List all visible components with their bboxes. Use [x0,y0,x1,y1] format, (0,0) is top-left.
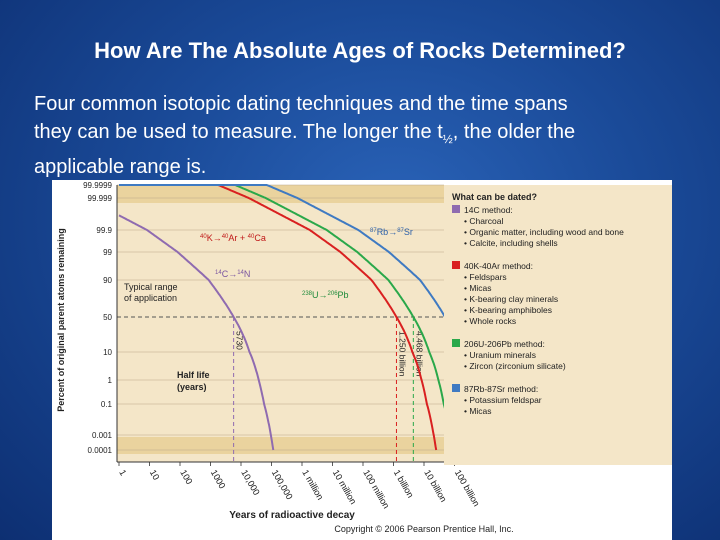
legend-item-0-1: • Organic matter, including wood and bon… [464,227,624,237]
legend-item-1-3: • K-bearing amphiboles [464,305,552,315]
y-axis-label: Percent of original parent atoms remaini… [56,228,66,412]
x-tick-8: 100 million [361,468,391,510]
decay-chart: 99.999999.99999.99990501010.10.0010.0001… [56,181,672,534]
body-line-2-post: , the older the [452,121,576,143]
top-range-band [117,185,489,203]
x-tick-3: 1000 [209,468,228,490]
body-line-2-pre: they can be used to measure. The longer … [34,121,443,143]
legend-item-1-4: • Whole rocks [464,316,516,326]
y-tick-0.0001: 0.0001 [88,446,113,455]
legend-item-1-0: • Feldspars [464,272,507,282]
legend-item-0-2: • Calcite, including shells [464,238,558,248]
x-tick-9: 1 billion [392,468,416,499]
y-tick-99.9999: 99.9999 [83,181,112,190]
copyright-text: Copyright © 2006 Pearson Prentice Hall, … [334,524,513,534]
body-line-2: they can be used to measure. The longer … [34,118,694,153]
x-tick-1: 10 [148,468,162,482]
legend-heading-0: 14C method: [464,205,513,215]
body-line-1: Four common isotopic dating techniques a… [34,93,568,115]
legend-item-3-1: • Micas [464,406,492,416]
x-tick-5: 100,000 [270,468,295,501]
legend-item-2-0: • Uranium minerals [464,350,536,360]
y-tick-99.9: 99.9 [96,226,112,235]
legend-heading-3: 87Rb-87Sr method: [464,384,538,394]
legend-item-1-1: • Micas [464,283,492,293]
decay-chart-figure: 99.9999 99.999 99.9 99 90 50 10 1 0.1 0.001 0.0001… [52,180,672,540]
x-tick-11: 100 billion [453,468,482,508]
x-tick-4: 10,000 [239,468,261,497]
legend-swatch-3 [452,384,460,392]
half-life-line1: Half life [177,370,210,380]
y-tick-99.999: 99.999 [88,194,113,203]
plot-background [117,185,489,462]
label-rb-sr: 87Rb→87Sr [370,227,413,237]
legend-item-2-1: • Zircon (zirconium silicate) [464,361,566,371]
legend-item-1-2: • K-bearing clay minerals [464,294,558,304]
x-tick-labels: 1 10 100 1000 10,000 100,000 1 million 10 milli… [117,462,482,510]
y-tick-99: 99 [103,248,112,257]
half-life-value-2: 4.468 billion [414,331,424,377]
x-tick-10: 10 billion [422,468,448,504]
bottom-range-band [117,437,489,454]
body-line-3: applicable range is. [34,156,207,178]
legend-heading-1: 40K-40Ar method: [464,261,533,271]
half-life-value-0: 5730 [235,331,245,350]
gridlines [117,184,444,451]
y-tick-50: 50 [103,313,112,322]
legend-item-3-0: • Potassium feldspar [464,395,542,405]
legend-swatch-1 [452,261,460,269]
legend-swatch-2 [452,339,460,347]
half-life-label: Half life (years) [177,370,210,392]
slide-title: How Are The Absolute Ages of Rocks Deter… [94,38,626,63]
y-tick-10: 10 [103,348,112,357]
x-axis-label: Years of radioactive decay [229,510,355,521]
label-k-ar: 40K→40Ar + 40Ca [200,233,266,243]
typical-range-line1: Typical range [124,282,178,292]
label-u-pb: 238U→206Pb [302,290,349,300]
curve-0 [118,214,275,451]
typical-range-line2: of application [124,293,177,303]
legend-swatch-0 [452,205,460,213]
y-tick-0.1: 0.1 [101,400,113,409]
x-tick-7: 10 million [331,468,359,506]
label-c14: 14C→14N [215,269,250,279]
decay-curves [118,184,486,451]
curve-3 [119,184,486,451]
legend-item-0-0: • Charcoal [464,216,503,226]
legend-heading-2: 206U-206Pb method: [464,339,545,349]
x-tick-0: 1 [117,468,128,477]
x-tick-2: 100 [178,468,194,486]
legend-title: What can be dated? [452,192,537,202]
y-tick-90: 90 [103,276,112,285]
y-tick-0.001: 0.001 [92,431,113,440]
x-tick-6: 1 million [300,468,325,502]
slide-body-text: Four common isotopic dating techniques a… [34,90,694,181]
legend-box [444,185,672,465]
half-life-line2: (years) [177,382,207,392]
half-life-subscript: ½ [442,132,453,146]
legend: What can be dated?14C method:• Charcoal•… [452,192,624,416]
y-tick-1: 1 [108,376,113,385]
typical-range-label: Typical range of application [124,282,178,303]
half-life-value-1: 1.250 billion [397,331,407,377]
